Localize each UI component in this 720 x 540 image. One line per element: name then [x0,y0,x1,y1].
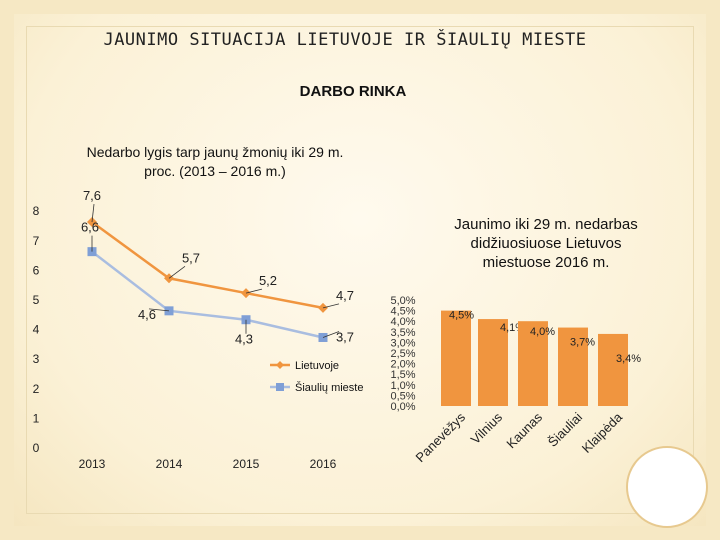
data-label: 4,3 [235,332,253,347]
bar [441,310,471,406]
bar-value-label: 4,5% [449,310,474,322]
data-label: 4,6 [138,307,156,322]
x-tick-label: 2016 [310,457,337,471]
legend-marker [276,383,284,391]
bar [558,327,588,406]
y-tick-label: 3 [33,352,40,366]
bar-y-tick-label: 2,5% [390,348,415,360]
bar [478,319,508,406]
line-chart-title: Nedarbo lygis tarp jaunų žmonių iki 29 m… [87,144,344,160]
bar-value-label: 4,0% [530,326,555,338]
y-tick-label: 8 [33,204,40,218]
data-label: 4,7 [336,288,354,303]
label-leader [245,288,263,294]
label-leader [322,303,340,309]
bar-y-tick-label: 4,0% [390,316,415,328]
line-chart-title: proc. (2013 – 2016 m.) [144,163,286,179]
x-tick-label: 2015 [233,457,260,471]
bar-category-label: Kaunas [503,409,545,451]
bar-category-label: Klaipėda [579,409,626,456]
bar-y-tick-label: 3,5% [390,327,415,339]
y-tick-label: 0 [33,441,40,455]
bar-y-tick-label: 2,0% [390,359,415,371]
series-line [91,250,324,339]
bar-value-label: 3,4% [616,353,641,365]
legend-marker [276,361,284,369]
y-tick-label: 1 [33,411,40,425]
data-label: 5,2 [259,273,277,288]
y-tick-label: 2 [33,382,40,396]
y-tick-label: 5 [33,293,40,307]
legend-label: Lietuvoje [295,360,339,372]
y-tick-label: 6 [33,263,40,277]
x-tick-label: 2014 [156,457,183,471]
bar [598,333,628,406]
bar-category-label: Panevėžys [413,409,469,465]
data-label: 5,7 [182,250,200,265]
label-leader [148,308,170,312]
bar-category-label: Vilnius [468,409,506,447]
bar-y-tick-label: 0,0% [390,401,415,413]
corner-decoration [626,446,708,528]
bar-y-tick-label: 1,5% [390,369,415,381]
y-tick-label: 4 [33,323,40,337]
bar-chart-title: miestuose 2016 m. [483,254,610,271]
bar-y-tick-label: 4,5% [390,306,415,318]
label-leader [91,203,95,223]
data-label: 3,7 [336,329,354,344]
data-label: 6,6 [81,220,99,235]
x-tick-label: 2013 [79,457,106,471]
bar-y-tick-label: 1,0% [390,380,415,392]
series-line [91,221,324,310]
bar-y-tick-label: 3,0% [390,337,415,349]
legend-label: Šiaulių mieste [295,381,363,394]
label-leader [322,331,340,338]
slide-subtitle: DARBO RINKA [299,83,407,100]
slide-title: JAUNIMO SITUACIJA LIETUVOJE IR ŠIAULIŲ M… [103,30,587,50]
bar-chart-title: didžiuosiuose Lietuvos [471,235,622,252]
bar [518,321,548,406]
bar-value-label: 3,7% [570,337,595,349]
line-point [87,247,97,257]
bar-y-tick-label: 5,0% [390,295,415,307]
label-leader [168,265,186,279]
data-label: 7,6 [83,188,101,203]
y-tick-label: 7 [33,234,40,248]
bar-y-tick-label: 0,5% [390,390,415,402]
bar-chart-title: Jaunimo iki 29 m. nedarbas [454,216,637,233]
